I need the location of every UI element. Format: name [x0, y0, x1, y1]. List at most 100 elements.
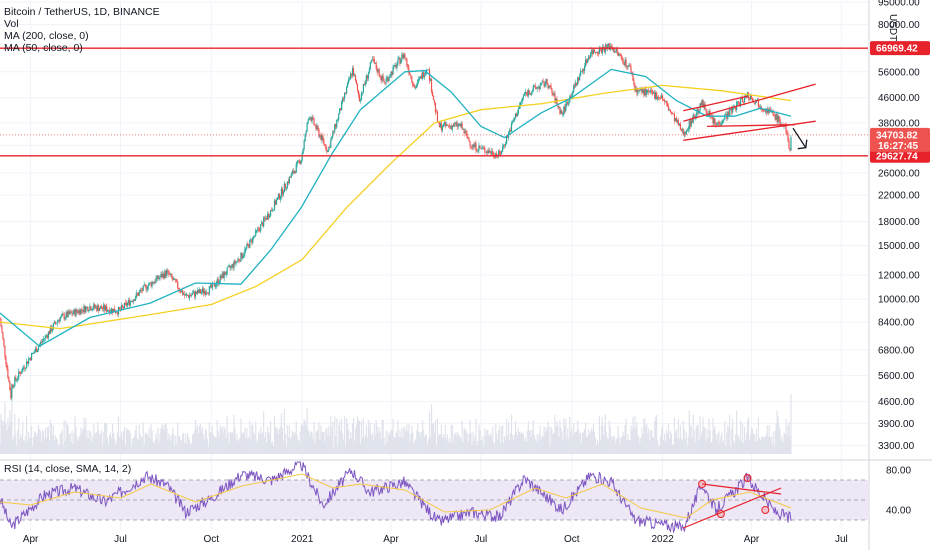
candle-body [354, 75, 357, 81]
rsi-marked-point[interactable] [698, 480, 707, 488]
candle-body [443, 122, 445, 125]
volume-bar [354, 428, 357, 454]
volume-bar [684, 439, 686, 454]
volume-bar [202, 434, 205, 454]
volume-bar [124, 444, 127, 454]
candle-body [306, 123, 308, 132]
candle-body [20, 372, 22, 374]
volume-bar [445, 440, 447, 454]
volume-bar [206, 438, 208, 454]
volume-bar [741, 423, 744, 454]
volume-bar [627, 433, 629, 454]
volume-bar [692, 414, 694, 454]
volume-bar [666, 433, 669, 454]
candle-body [432, 96, 435, 101]
volume-bar [744, 439, 747, 454]
price-tick-label: 26000.00 [878, 169, 920, 180]
volume-bar [369, 422, 371, 454]
candle-body [65, 312, 67, 318]
legend-ma50[interactable]: MA (50, close, 0) [4, 42, 83, 54]
volume-bar [696, 424, 698, 454]
time-axis[interactable]: Apr Jul Oct 2021 Apr Jul Oct 2022 Apr Jul [23, 534, 848, 545]
volume-bar [200, 430, 203, 454]
candle-body [159, 276, 161, 279]
volume-bar [153, 443, 155, 454]
volume-bar [476, 445, 478, 454]
price-axis[interactable]: USDT95000.0080000.0066000.0056000.004600… [878, 0, 920, 517]
candle-body [774, 115, 776, 120]
volume-bar [452, 441, 454, 454]
rsi-trend-line[interactable] [683, 487, 782, 529]
candle-body [647, 89, 649, 91]
rsi-marked-point[interactable] [716, 510, 725, 518]
candle-body [475, 143, 477, 151]
candle-body [764, 110, 766, 112]
volume-bar [646, 423, 648, 454]
trend-line[interactable] [683, 83, 816, 122]
volume-bar [470, 432, 472, 454]
volume-bar [529, 430, 531, 454]
candle-body [138, 291, 140, 296]
candle-body [612, 49, 614, 51]
trend-line[interactable] [706, 124, 795, 128]
legend-rsi[interactable]: RSI (14, close, SMA, 14, 2) [4, 463, 132, 475]
volume-bar [4, 402, 6, 454]
volume-bar [305, 425, 307, 454]
volume-bar [213, 436, 215, 454]
volume-bar [672, 444, 675, 454]
candle-body [705, 109, 707, 112]
volume-bar [522, 433, 524, 454]
candle-body [331, 136, 333, 141]
candle-body [786, 132, 788, 135]
candle-body [379, 76, 381, 78]
volume-bar [380, 439, 382, 454]
pattern-lines[interactable] [683, 83, 816, 150]
trend-line[interactable] [683, 120, 816, 141]
candle-body [105, 305, 107, 311]
volume-bar [254, 434, 256, 454]
candle-body [327, 150, 329, 152]
candle-body [72, 313, 74, 315]
volume-bar [722, 442, 724, 454]
candle-body [531, 91, 533, 93]
candle-body [691, 120, 693, 124]
volume-bar [468, 433, 470, 454]
candle-body [281, 188, 284, 195]
volume-bar [737, 433, 739, 454]
legend-ma200[interactable]: MA (200, close, 0) [4, 30, 89, 42]
candle-body [19, 371, 21, 373]
rsi-marked-point[interactable] [761, 506, 770, 514]
volume-bar [381, 419, 383, 454]
volume-bar [144, 433, 146, 454]
volume-bar [163, 429, 165, 454]
legend-volume[interactable]: Vol [4, 18, 19, 30]
volume-bar [92, 436, 94, 454]
volume-bar [84, 428, 86, 454]
candle-body [402, 54, 404, 58]
volume-bar [631, 430, 633, 454]
trend-line[interactable] [683, 95, 748, 112]
volume-bar [437, 435, 440, 454]
volume-bar [27, 440, 29, 454]
volume-bar [108, 444, 110, 454]
volume-bar [612, 436, 614, 454]
volume-bar [483, 446, 485, 454]
volume-bar [307, 430, 309, 454]
candle-body [253, 236, 255, 238]
candle-body [223, 271, 225, 279]
volume-bar [159, 433, 161, 454]
rsi-trend-line[interactable] [702, 483, 782, 495]
candle-body [175, 278, 177, 282]
volume-bar [65, 421, 67, 454]
projection-arrow[interactable] [792, 127, 807, 149]
candle-body [468, 138, 470, 142]
volume-bar [649, 440, 651, 454]
volume-bar [282, 440, 285, 454]
legend-symbol[interactable]: Bitcoin / TetherUS, 1D, BINANCE [4, 6, 160, 18]
candle-body [490, 152, 492, 154]
rsi-marked-point[interactable] [743, 474, 752, 482]
candle-body [393, 65, 395, 68]
candle-body [387, 77, 389, 82]
candle-body [645, 88, 647, 95]
